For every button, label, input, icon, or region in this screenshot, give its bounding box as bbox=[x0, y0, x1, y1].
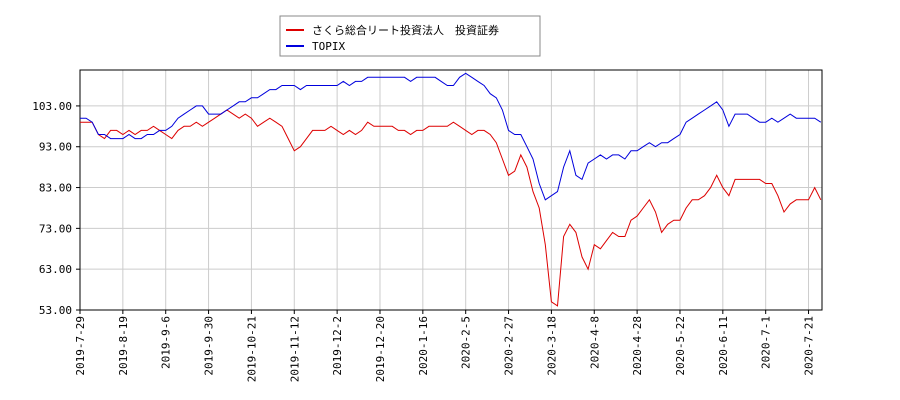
y-tick-label: 73.00 bbox=[39, 222, 72, 235]
x-tick-label: 2019-9-6 bbox=[160, 316, 173, 369]
x-tick-label: 2019-8-19 bbox=[117, 316, 130, 376]
legend-label: さくら総合リート投資法人 投資証券 bbox=[312, 23, 499, 37]
y-tick-label: 53.00 bbox=[39, 304, 72, 317]
x-tick-label: 2020-7-21 bbox=[803, 316, 816, 376]
line-series bbox=[80, 72, 822, 201]
legend-label: TOPIX bbox=[312, 40, 345, 53]
x-tick-label: 2020-4-28 bbox=[631, 316, 644, 376]
x-tick-label: 2020-3-18 bbox=[545, 316, 558, 376]
x-tick-label: 2019-11-12 bbox=[288, 316, 301, 382]
y-tick-label: 83.00 bbox=[39, 182, 72, 195]
y-tick-label: 93.00 bbox=[39, 141, 72, 154]
plot-border bbox=[79, 69, 823, 311]
x-tick-label: 2020-5-22 bbox=[674, 316, 687, 376]
x-tick-label: 2020-2-27 bbox=[503, 316, 516, 376]
x-tick-label: 2020-6-11 bbox=[717, 316, 730, 376]
x-tick-label: 2019-12-2 bbox=[331, 316, 344, 376]
x-tick-label: 2019-12-20 bbox=[374, 316, 387, 382]
x-tick-label: 2020-1-16 bbox=[417, 316, 430, 376]
x-tick-label: 2020-2-5 bbox=[460, 316, 473, 369]
y-tick-label: 103.00 bbox=[32, 100, 72, 113]
x-tick-label: 2020-4-8 bbox=[588, 316, 601, 369]
x-tick-label: 2020-7-1 bbox=[760, 316, 773, 369]
x-tick-label: 2019-9-30 bbox=[203, 316, 216, 376]
x-tick-label: 2019-7-29 bbox=[74, 316, 87, 376]
y-tick-label: 63.00 bbox=[39, 263, 72, 276]
legend-box bbox=[279, 15, 541, 57]
x-tick-label: 2019-10-21 bbox=[245, 316, 258, 382]
line-series bbox=[80, 109, 822, 307]
